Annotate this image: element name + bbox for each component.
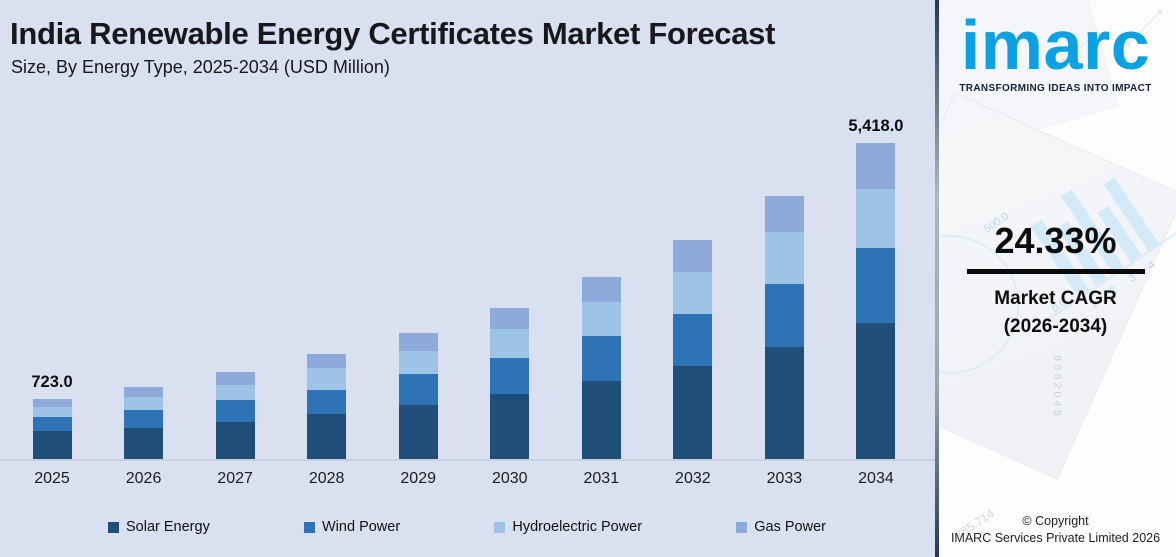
side-panel: 500.0 0.0 1 2 3 4 8982048 785.714 imarc …	[935, 0, 1176, 557]
bar-segment-hydroelectric-power	[398, 350, 438, 375]
page-subtitle: Size, By Energy Type, 2025-2034 (USD Mil…	[11, 57, 390, 77]
chart-legend: Solar Energy Wind Power Hydroelectric Powe…	[108, 519, 826, 535]
imarc-logo-text: imarc	[960, 6, 1151, 84]
legend-item-gas-power: Gas Power	[736, 519, 826, 535]
legend-swatch	[736, 521, 748, 533]
bar-segment-hydroelectric-power	[215, 384, 255, 401]
copyright-line2: IMARC Services Private Limited 2026	[950, 531, 1161, 545]
bar-segment-wind-power	[307, 389, 347, 414]
bar-segment-gas-power	[307, 354, 347, 369]
bar-segment-gas-power	[32, 398, 72, 408]
bar-2025	[32, 398, 72, 459]
bar-segment-solar-energy	[856, 323, 896, 459]
bar-2028	[307, 354, 347, 459]
bar-segment-wind-power	[32, 417, 72, 431]
bar-2033	[764, 195, 804, 459]
bar-segment-wind-power	[124, 409, 164, 428]
bar-segment-wind-power	[215, 400, 255, 422]
bar-segment-gas-power	[764, 195, 804, 232]
bar-segment-solar-energy	[215, 421, 255, 459]
bar-segment-wind-power	[856, 248, 896, 324]
bar-2027	[215, 371, 255, 459]
x-axis-label: 2026	[125, 470, 162, 487]
x-axis-label: 2032	[675, 470, 711, 487]
bar-segment-hydroelectric-power	[856, 189, 896, 249]
bar-segment-solar-energy	[581, 380, 621, 459]
legend-item-hydroelectric-power: Hydroelectric Power	[494, 519, 642, 535]
x-axis-label: 2027	[217, 470, 253, 487]
bar-total-label: 723.0	[31, 372, 73, 391]
imarc-logo-tagline: TRANSFORMING IDEAS INTO IMPACT	[959, 82, 1152, 94]
bar-segment-hydroelectric-power	[124, 396, 164, 410]
copyright-notice: © Copyright IMARC Services Private Limit…	[935, 513, 1176, 547]
bar-segment-solar-energy	[673, 366, 713, 459]
bar-segment-gas-power	[124, 386, 164, 397]
bar-segment-hydroelectric-power	[764, 231, 804, 284]
bar-segment-gas-power	[673, 240, 713, 272]
cagr-value: 24.33%	[994, 220, 1117, 261]
bar-segment-wind-power	[673, 314, 713, 367]
bar-2034	[856, 142, 896, 459]
bar-segment-wind-power	[398, 374, 438, 405]
legend-label: Hydroelectric Power	[512, 519, 643, 535]
bar-2030	[490, 307, 530, 459]
bar-segment-wind-power	[764, 283, 804, 348]
panel-divider	[935, 0, 939, 557]
legend-item-wind-power: Wind Power	[304, 519, 400, 535]
x-axis-label: 2028	[308, 470, 345, 487]
bar-2029	[398, 333, 438, 459]
bar-segment-hydroelectric-power	[32, 407, 72, 418]
legend-label: Gas Power	[754, 519, 826, 535]
bar-segment-gas-power	[490, 307, 530, 330]
legend-swatch	[304, 521, 315, 533]
cagr-label-line2: (2026-2034)	[1003, 316, 1108, 337]
x-axis-label: 2030	[491, 470, 528, 487]
cagr-callout: 24.33% Market CAGR (2026-2034)	[935, 220, 1176, 341]
x-axis-label: 2029	[400, 470, 436, 487]
bar-2031	[581, 277, 621, 459]
bar-total-label: 5,418.0	[848, 116, 904, 135]
bar-segment-wind-power	[581, 335, 621, 381]
bar-segment-solar-energy	[398, 404, 438, 459]
bar-2026	[124, 386, 164, 459]
bar-2032	[673, 240, 713, 459]
legend-item-solar-energy: Solar Energy	[108, 519, 210, 535]
bar-segment-solar-energy	[307, 413, 347, 459]
bar-segment-hydroelectric-power	[673, 271, 713, 315]
cagr-label-line1: Market CAGR	[994, 288, 1117, 309]
bar-segment-hydroelectric-power	[490, 329, 530, 358]
legend-label: Solar Energy	[126, 519, 210, 535]
bar-segment-gas-power	[581, 277, 621, 303]
bar-segment-solar-energy	[490, 393, 530, 459]
plot-area: 2025 2026 2027 2028 2029 2030 2031 2032 2033 2034…	[0, 117, 935, 487]
watermark-digits-vertical: 8982048	[1051, 355, 1063, 419]
bar-segment-wind-power	[490, 357, 530, 394]
chart-panel: India Renewable Energy Certificates Mark…	[0, 0, 935, 557]
bar-segment-gas-power	[856, 142, 896, 190]
legend-swatch	[108, 521, 119, 533]
bar-segment-hydroelectric-power	[581, 302, 621, 336]
copyright-line1: © Copyright	[1022, 514, 1089, 528]
bar-segment-solar-energy	[124, 427, 164, 459]
x-axis-label: 2033	[766, 470, 803, 487]
bar-segment-hydroelectric-power	[307, 368, 347, 390]
x-axis-label: 2031	[583, 470, 620, 487]
legend-label: Wind Power	[322, 519, 401, 535]
x-axis-label: 2034	[858, 470, 894, 487]
imarc-logo: imarc TRANSFORMING IDEAS INTO IMPACT	[935, 6, 1176, 94]
bar-segment-solar-energy	[764, 347, 804, 459]
legend-swatch	[494, 521, 506, 533]
page-title: India Renewable Energy Certificates Mark…	[10, 16, 776, 51]
bar-segment-gas-power	[215, 371, 255, 385]
bar-segment-solar-energy	[32, 430, 72, 459]
x-axis-label: 2025	[34, 470, 70, 487]
bar-segment-gas-power	[398, 333, 438, 351]
cagr-underline	[966, 269, 1145, 274]
x-axis-line	[0, 459, 935, 461]
